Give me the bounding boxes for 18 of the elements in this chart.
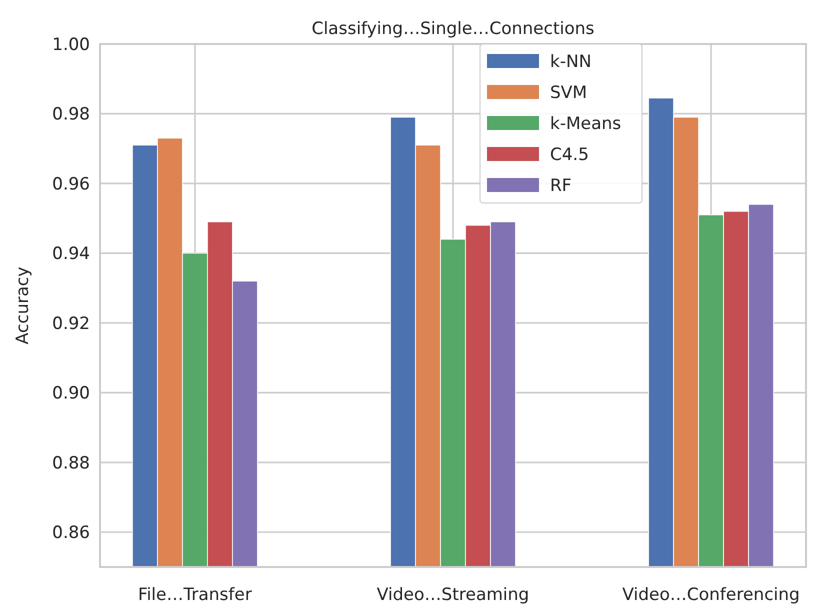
chart-title: Classifying…Single…Connections: [312, 19, 595, 39]
legend-label: SVM: [550, 82, 588, 103]
y-tick-label: 0.96: [52, 174, 90, 194]
y-axis-title: Accuracy: [13, 266, 33, 344]
y-tick-label: 0.98: [52, 104, 90, 125]
legend-label: k-Means: [550, 114, 622, 134]
y-tick-label: 1.00: [52, 34, 90, 55]
y-tick-label: 0.86: [52, 523, 90, 544]
legend-label: C4.5: [550, 144, 589, 165]
x-tick-label: File…Transfer: [138, 585, 252, 605]
y-tick-label: 0.92: [52, 314, 90, 334]
y-tick-label: 0.88: [52, 453, 90, 474]
x-tick-label: Video…Conferencing: [622, 585, 800, 605]
legend-label: RF: [550, 176, 572, 196]
legend-label: k-NN: [550, 52, 592, 72]
y-tick-label: 0.94: [52, 244, 90, 264]
y-tick-label: 0.90: [52, 384, 90, 404]
x-tick-label: Video…Streaming: [376, 585, 530, 605]
